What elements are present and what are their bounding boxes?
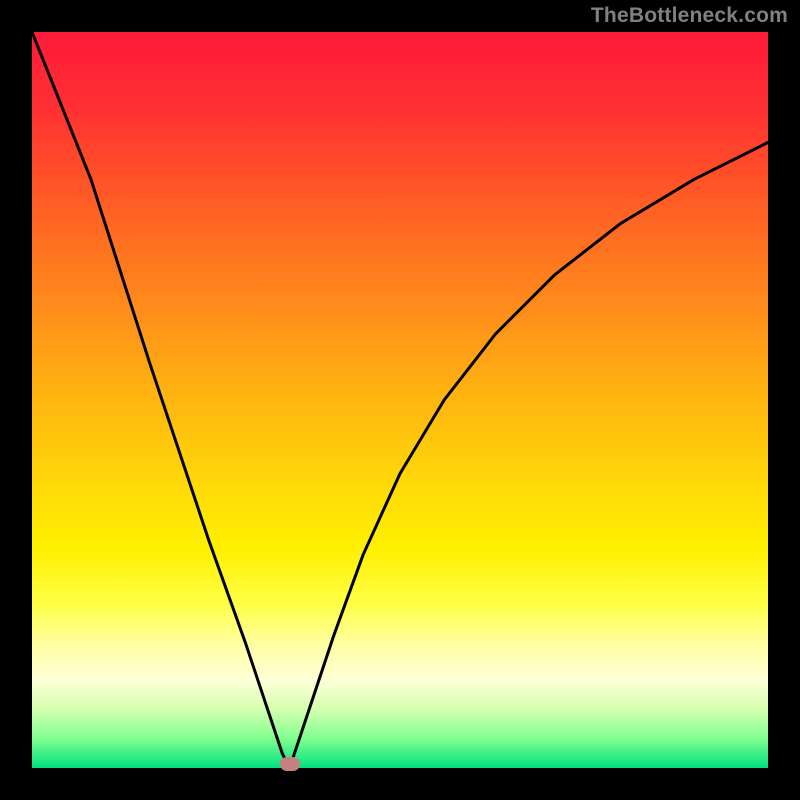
curve-path [32, 32, 768, 768]
watermark-text: TheBottleneck.com [591, 4, 788, 28]
optimum-marker [280, 757, 300, 771]
plot-area [32, 32, 768, 768]
bottleneck-curve [32, 32, 768, 768]
chart-canvas: TheBottleneck.com [0, 0, 800, 800]
